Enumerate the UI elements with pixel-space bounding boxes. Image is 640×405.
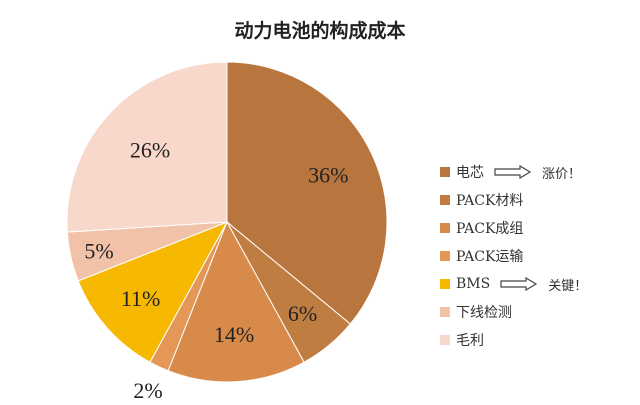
- legend-swatch: [440, 251, 450, 261]
- legend-label: PACK材料: [456, 193, 524, 209]
- legend-swatch: [440, 279, 450, 289]
- legend-label: 毛利: [456, 333, 484, 349]
- legend-annotation: 关键！: [500, 275, 587, 294]
- legend: 电芯 涨价！ PACK材料 PACK成组 PACK运输 BMS 关键！ 下线检测毛利: [440, 158, 587, 354]
- slice-label: 14%: [214, 322, 254, 347]
- slice-label: 6%: [288, 301, 317, 326]
- legend-swatch: [440, 167, 450, 177]
- legend-swatch: [440, 335, 450, 345]
- pie-slice: [77, 221, 229, 363]
- annotation-text: 涨价！: [542, 166, 582, 182]
- legend-label: 电芯: [456, 165, 484, 181]
- pie-slice: [167, 220, 305, 383]
- slice-label: 26%: [130, 138, 170, 163]
- legend-label: PACK成组: [456, 221, 524, 237]
- legend-swatch: [440, 195, 450, 205]
- legend-item: 毛利: [440, 326, 587, 354]
- arrow-right-icon: [494, 165, 532, 179]
- slice-label: 11%: [121, 286, 161, 311]
- legend-item: PACK材料: [440, 186, 587, 214]
- legend-label: BMS: [456, 276, 491, 292]
- pie-slice: [66, 61, 228, 233]
- legend-item: 电芯 涨价！: [440, 158, 587, 186]
- annotation-text: 关键！: [548, 278, 588, 294]
- legend-item: PACK成组: [440, 214, 587, 242]
- legend-swatch: [440, 307, 450, 317]
- legend-label: PACK运输: [456, 249, 524, 265]
- legend-annotation: 涨价！: [494, 163, 581, 182]
- legend-item: PACK运输: [440, 242, 587, 270]
- slice-label: 2%: [133, 378, 162, 403]
- legend-item: BMS 关键！: [440, 270, 587, 298]
- slice-label: 36%: [308, 162, 348, 187]
- legend-label: 下线检测: [456, 305, 512, 321]
- legend-swatch: [440, 223, 450, 233]
- pie-slice: [226, 61, 388, 325]
- legend-item: 下线检测: [440, 298, 587, 326]
- arrow-right-icon: [500, 277, 538, 291]
- slice-label: 5%: [84, 239, 113, 264]
- chart-title: 动力电池的构成成本: [234, 20, 406, 42]
